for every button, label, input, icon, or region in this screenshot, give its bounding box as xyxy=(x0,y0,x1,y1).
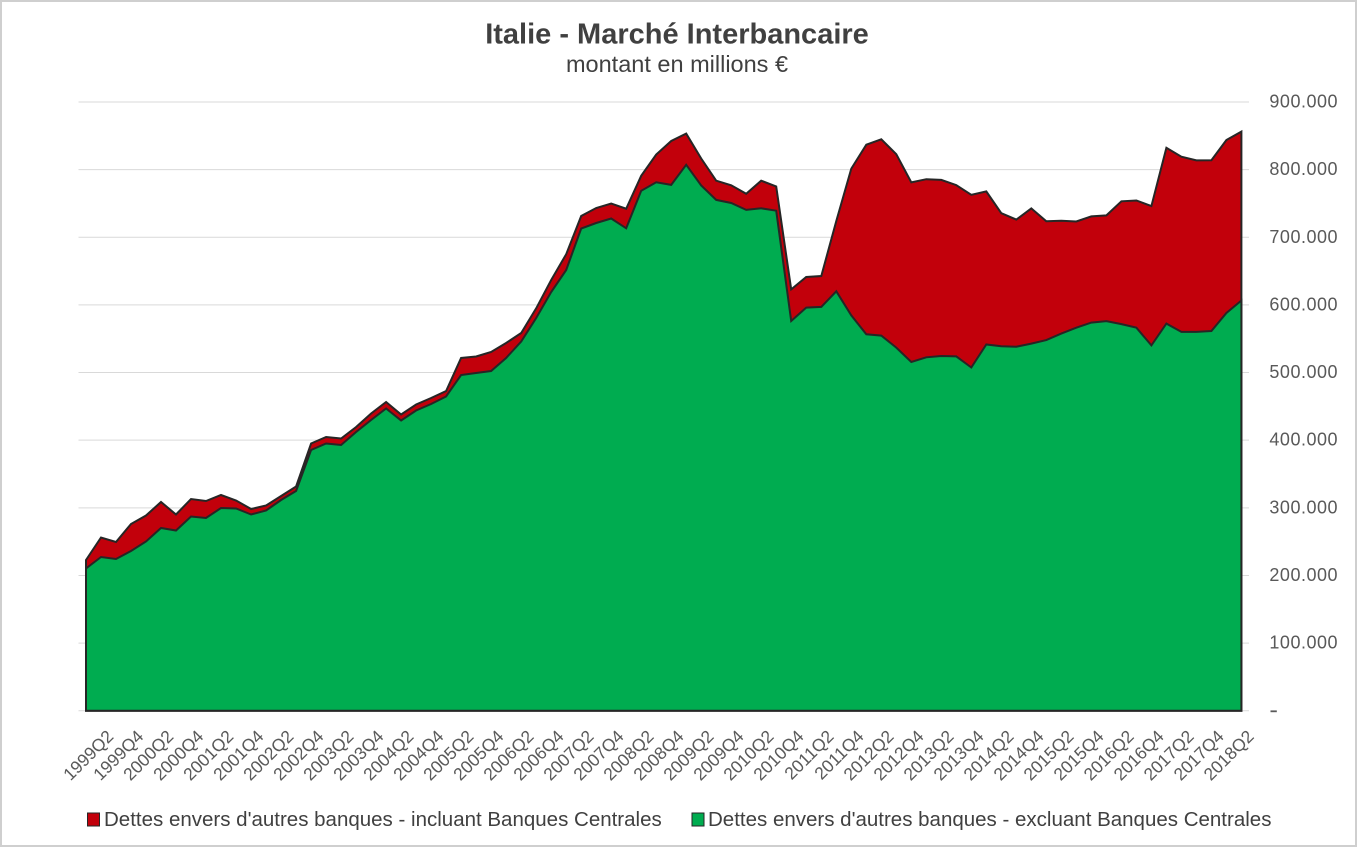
svg-text:900.000: 900.000 xyxy=(1269,92,1338,112)
svg-text:montant en millions €: montant en millions € xyxy=(566,51,788,77)
svg-text:500.000: 500.000 xyxy=(1269,362,1338,382)
svg-text:800.000: 800.000 xyxy=(1269,159,1338,179)
svg-text:Dettes envers d'autres banques: Dettes envers d'autres banques - excluan… xyxy=(708,808,1271,831)
svg-text:600.000: 600.000 xyxy=(1269,294,1338,314)
svg-text:200.000: 200.000 xyxy=(1269,565,1338,585)
svg-text:Italie - Marché Interbancaire: Italie - Marché Interbancaire xyxy=(485,19,869,51)
svg-text:100.000: 100.000 xyxy=(1269,633,1338,653)
svg-text:700.000: 700.000 xyxy=(1269,227,1338,247)
svg-text:Dettes envers d'autres banques: Dettes envers d'autres banques - incluan… xyxy=(104,808,662,831)
svg-text:400.000: 400.000 xyxy=(1269,430,1338,450)
svg-text:300.000: 300.000 xyxy=(1269,497,1338,517)
